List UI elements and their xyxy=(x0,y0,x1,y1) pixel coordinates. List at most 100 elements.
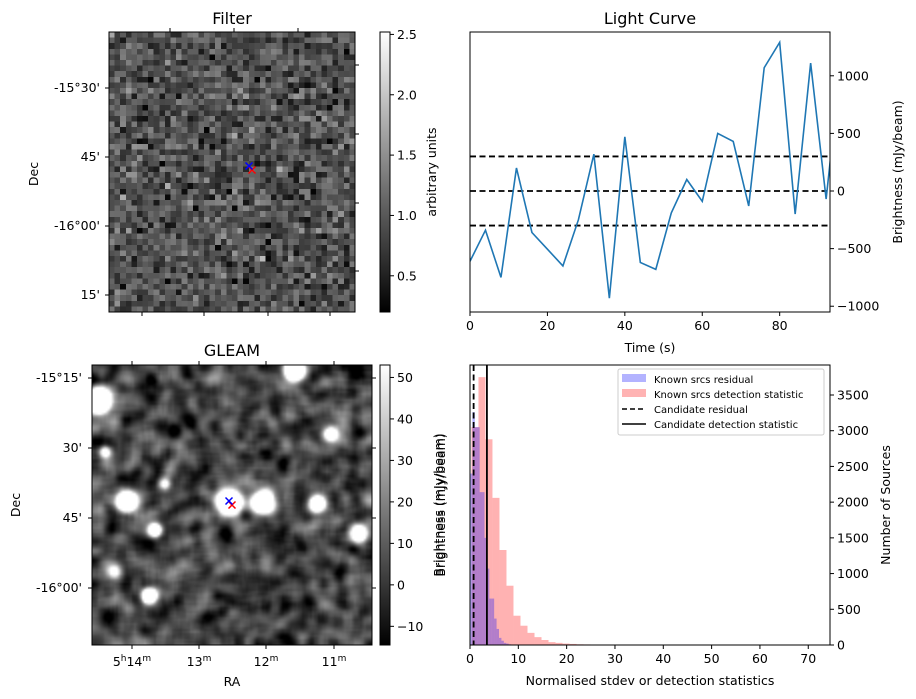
gleam-colorbar-tick-label: 10 xyxy=(397,536,413,551)
histogram-y-tick-label: 2500 xyxy=(837,459,869,474)
gleam-colorbar-tick-label: 20 xyxy=(397,494,413,509)
light-curve-x-tick-label: 80 xyxy=(772,318,788,333)
filter-colorbar-tick-label: 2.5 xyxy=(397,27,417,42)
legend-label: Candidate residual xyxy=(654,405,748,416)
gleam-frame xyxy=(91,364,373,646)
filter-y-tick-label: 45' xyxy=(81,149,100,164)
filter-title: Filter xyxy=(212,9,252,28)
histogram-x-tick-label: 30 xyxy=(607,651,623,666)
gleam-markers xyxy=(224,496,237,510)
filter-y-tick-label: -15°30' xyxy=(54,80,100,95)
legend-swatch-residual xyxy=(622,374,646,382)
filter-colorbar-tick-label: 2.0 xyxy=(397,87,417,102)
gleam-title: GLEAM xyxy=(204,341,260,360)
filter-image xyxy=(109,32,355,312)
histogram-y-ticks: 0 500 1000 1500 2000 2500 3000 3500 xyxy=(830,388,869,653)
gleam-ticks xyxy=(88,361,376,649)
gleam-panel: GLEAM -15°15' 30' 45' -16°00' 5h14m 13m … xyxy=(8,341,446,689)
histogram-x-tick-label: 50 xyxy=(704,651,720,666)
filter-frame xyxy=(108,31,356,313)
gleam-y-tick-labels: -15°15' 30' 45' -16°00' xyxy=(36,370,82,595)
light-curve-y-tick-label: −500 xyxy=(837,241,871,256)
filter-ylabel: Dec xyxy=(26,162,41,186)
light-curve-ylabel: Brightness (mJy/beam) xyxy=(890,100,905,243)
histogram-bar-detection-statistic xyxy=(527,632,535,645)
histogram-panel: 0 10 20 30 40 50 60 70 0 500 1000 1500 2000 2500 3000… xyxy=(433,364,893,688)
filter-colorbar-ticks: 0.5 1.0 1.5 2.0 2.5 xyxy=(390,27,417,283)
gleam-colorbar-tick-label: 0 xyxy=(397,577,405,592)
histogram-y-tick-label: 1000 xyxy=(837,566,869,581)
histogram-bar-detection-statistic xyxy=(562,643,570,645)
histogram-bars-detection-statistic xyxy=(471,377,815,645)
filter-colorbar xyxy=(379,31,391,313)
histogram-bar-residual xyxy=(474,427,478,645)
light-curve-xlabel: Time (s) xyxy=(624,340,676,355)
gleam-colorbar-tick-label: 50 xyxy=(397,370,413,385)
legend-label: Candidate detection statistic xyxy=(654,420,798,431)
histogram-y-tick-label: 1500 xyxy=(837,530,869,545)
histogram-bar-detection-statistic xyxy=(548,642,556,645)
filter-markers xyxy=(244,161,257,175)
histogram-y-tick-label: 500 xyxy=(837,602,861,617)
histogram-candidate-lines xyxy=(472,365,488,645)
gleam-colorbar-tick-label: 30 xyxy=(397,453,413,468)
histogram-bar-residual xyxy=(496,628,499,645)
histogram-x-tick-label: 20 xyxy=(559,651,575,666)
histogram-x-tick-label: 60 xyxy=(752,651,768,666)
histogram-bar-detection-statistic xyxy=(485,439,493,645)
gleam-colorbar xyxy=(379,364,391,646)
light-curve-series-line xyxy=(470,39,830,299)
histogram-bar-residual xyxy=(477,427,480,645)
histogram-x-tick-label: 0 xyxy=(466,651,474,666)
blue-cross-marker xyxy=(244,161,254,171)
gleam-ylabel: Dec xyxy=(8,493,23,517)
light-curve-threshold-lines xyxy=(470,155,830,227)
legend-box xyxy=(617,368,825,436)
histogram-bar-residual xyxy=(491,598,495,645)
histogram-bar-detection-statistic xyxy=(506,585,514,645)
histogram-bar-residual xyxy=(489,598,492,645)
histogram-frame xyxy=(469,364,831,646)
histogram-bar-detection-statistic xyxy=(513,615,521,645)
light-curve-x-tick-label: 40 xyxy=(617,318,633,333)
filter-y-tick-label: -16°00' xyxy=(54,218,100,233)
gleam-xlabel: RA xyxy=(224,674,241,689)
light-curve-y-ticks: −1000 −500 0 500 1000 xyxy=(830,68,879,314)
histogram-x-tick-label: 70 xyxy=(800,651,816,666)
histogram-right-ylabel: Number of Sources xyxy=(878,445,893,565)
histogram-bar-detection-statistic xyxy=(541,640,549,645)
legend-label: Known srcs detection statistic xyxy=(654,390,803,401)
filter-y-tick-label: 15' xyxy=(81,287,100,302)
histogram-bar-residual xyxy=(506,643,509,645)
legend-label: Known srcs residual xyxy=(654,375,753,386)
filter-colorbar-tick-label: 1.5 xyxy=(397,148,417,163)
histogram-legend: Known srcs residual Known srcs detection… xyxy=(617,368,825,436)
gleam-x-tick-labels: 5h14m 13m 12m 11m xyxy=(113,654,347,669)
histogram-bar-residual xyxy=(470,473,473,645)
filter-panel: Filter -15°30' 45' -16°00' 15' Dec 0.5 1.… xyxy=(26,9,439,316)
histogram-bar-detection-statistic xyxy=(478,377,486,645)
histogram-x-ticks: 0 10 20 30 40 50 60 70 xyxy=(466,645,816,666)
gleam-colorbar-tick-label: −10 xyxy=(397,619,423,634)
histogram-bar-detection-statistic xyxy=(520,625,528,645)
light-curve-x-tick-label: 0 xyxy=(466,318,474,333)
gleam-x-tick-label: 11m xyxy=(322,654,347,669)
filter-colorbar-tick-label: 0.5 xyxy=(397,268,417,283)
histogram-bar-residual xyxy=(494,618,497,645)
histogram-bar-detection-statistic xyxy=(499,550,507,645)
histogram-bar-residual xyxy=(503,642,507,645)
histogram-bar-residual xyxy=(501,640,504,645)
histogram-left-ylabel: Brightness (mJy/beam) xyxy=(433,433,448,576)
filter-ticks xyxy=(105,28,359,316)
histogram-y-tick-label: 3500 xyxy=(837,388,869,403)
histogram-x-tick-label: 10 xyxy=(510,651,526,666)
gleam-colorbar-ticks: −10 0 10 20 30 40 50 xyxy=(390,370,423,634)
gleam-x-tick-label: 5h14m xyxy=(113,654,151,669)
light-curve-panel: Light Curve 0 20 40 60 80 −1000−50005001000 … xyxy=(466,9,905,355)
legend-swatch-detection xyxy=(622,389,646,397)
histogram-bar-residual xyxy=(484,537,487,645)
histogram-x-tick-label: 40 xyxy=(655,651,671,666)
light-curve-y-tick-label: −1000 xyxy=(837,299,879,314)
light-curve-y-tick-label: 500 xyxy=(837,126,861,141)
